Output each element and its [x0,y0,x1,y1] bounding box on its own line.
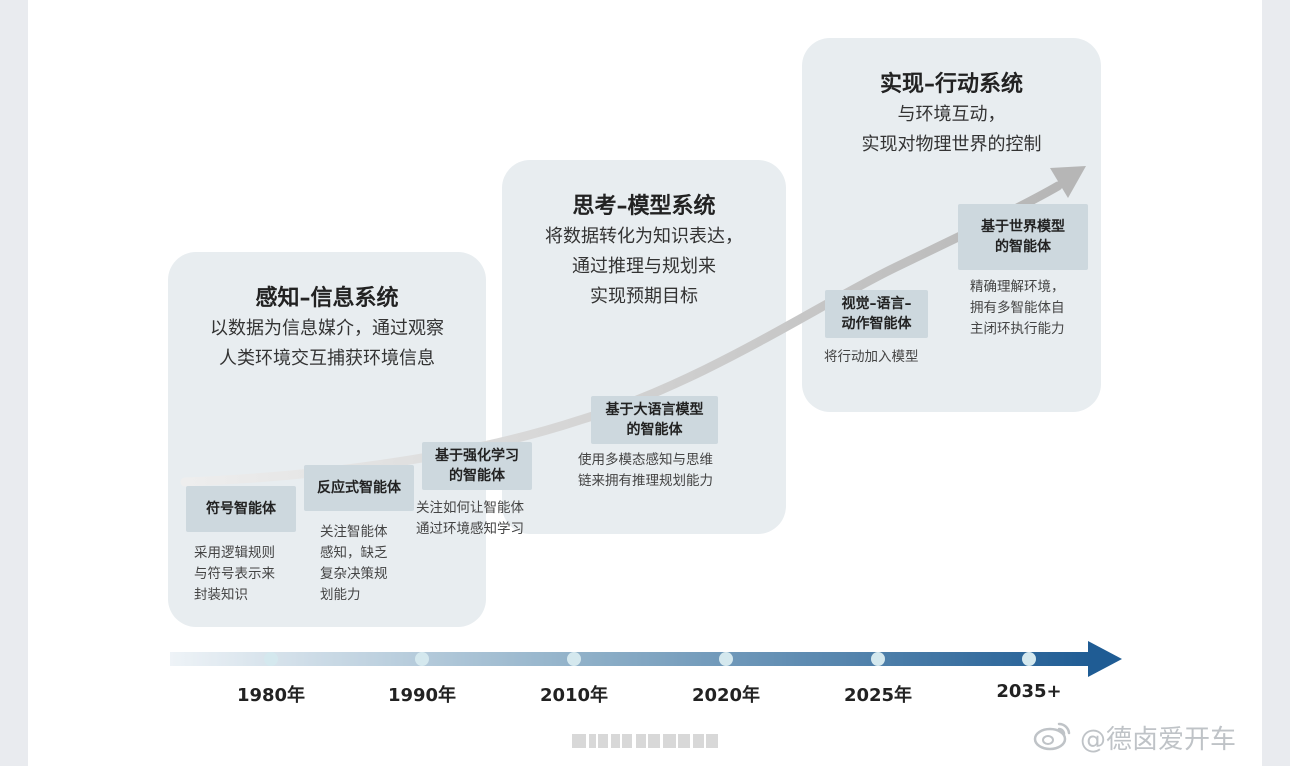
panel-description: 与环境互动， 实现对物理世界的控制 [861,104,1042,155]
panel-description: 将数据转化为知识表达， 通过推理与规划来 实现预期目标 [545,226,743,307]
agent-box-reinforcement: 基于强化学习 的智能体 [422,442,532,490]
year-label: 1980年 [236,685,306,706]
agent-description: 将行动加入模型 [824,349,919,365]
year-label: 2010年 [539,685,609,706]
timeline-dot [264,652,278,666]
panel-thinking: 思考–模型系统 将数据转化为知识表达， 通过推理与规划来 实现预期目标 [502,160,786,534]
agent-description: 关注如何让智能体 通过环境感知学习 [416,500,524,537]
timeline-dot [1022,652,1036,666]
year-label: 1990年 [387,685,457,706]
panel-title: 实现–行动系统 [879,72,1023,97]
agent-description: 精确理解环境， 拥有多智能体自 主闭环执行能力 [970,279,1065,337]
agent-box-vla: 视觉–语言– 动作智能体 [825,290,928,338]
timeline-dot [719,652,733,666]
timeline-dot [415,652,429,666]
watermark: @德卤爱开车 [1080,725,1237,755]
agent-box-reactive: 反应式智能体 [304,465,414,511]
timeline-dot [567,652,581,666]
panel-title: 感知–信息系统 [255,286,399,311]
year-label: 2035+ [996,681,1062,702]
agent-description: 关注智能体 感知，缺乏 复杂决策规 划能力 [320,524,388,603]
year-label: 2025年 [843,685,913,706]
weibo-icon [1033,722,1071,751]
agent-box-llm: 基于大语言模型 的智能体 [591,396,718,444]
agent-description: 使用多模态感知与思维 链来拥有推理规划能力 [578,452,713,489]
year-label: 2020年 [691,685,761,706]
footer-bar [572,734,718,748]
panel-action: 实现–行动系统 与环境互动， 实现对物理世界的控制 [802,38,1101,412]
timeline-dot [871,652,885,666]
panel-perception: 感知–信息系统 以数据为信息媒介，通过观察 人类环境交互捕获环境信息 [168,252,486,627]
agent-description: 采用逻辑规则 与符号表示来 封装知识 [194,545,275,603]
panel-title: 思考–模型系统 [572,194,716,219]
panel-description: 以数据为信息媒介，通过观察 人类环境交互捕获环境信息 [210,318,444,369]
agent-box-symbolic: 符号智能体 [186,486,296,532]
agent-box-world-model: 基于世界模型 的智能体 [958,204,1088,270]
